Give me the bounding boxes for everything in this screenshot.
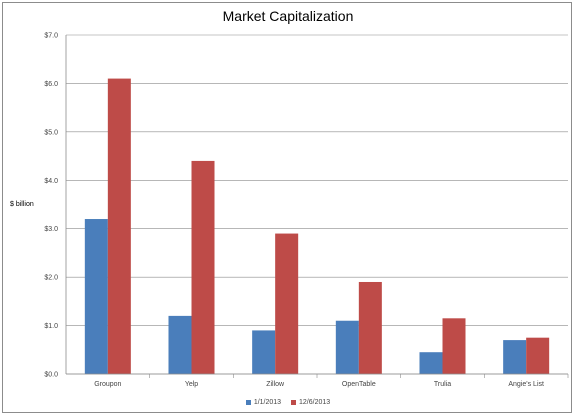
x-tick-labels: Groupon Yelp Zillow OpenTable Trulia Angie's … — [94, 381, 544, 388]
bar-1 — [503, 340, 527, 374]
bar-1 — [168, 315, 192, 374]
bars — [84, 78, 550, 374]
x-tick-label: Trulia — [434, 381, 451, 388]
legend-label-series-1: 1/1/2013 — [253, 399, 282, 406]
bar-1 — [419, 352, 443, 374]
x-tick-label: Yelp — [185, 381, 198, 388]
y-tick-label: $5.0 — [44, 129, 58, 136]
legend-label-series-2: 12/6/2013 — [299, 399, 331, 406]
x-tick-label: OpenTable — [342, 381, 376, 388]
bar-2 — [275, 233, 299, 374]
x-tick-label: Groupon — [94, 381, 121, 388]
y-axis-label: $ billion — [10, 201, 34, 208]
legend-item-series-2: 12/6/2013 — [291, 399, 330, 406]
x-tick-label: Angie's List — [508, 381, 544, 388]
y-tick-label: $7.0 — [44, 33, 58, 40]
bar-1 — [335, 320, 359, 374]
y-tick-label: $4.0 — [44, 178, 58, 185]
y-tick-label: $0.0 — [44, 372, 58, 379]
legend-swatch-series-2 — [291, 400, 297, 405]
bar-2 — [526, 337, 550, 374]
x-tick-label: Zillow — [266, 381, 285, 388]
y-tick-label: $1.0 — [44, 323, 58, 330]
axes — [65, 35, 569, 378]
legend-swatch-series-1 — [245, 400, 251, 405]
bar-1 — [252, 330, 276, 374]
chart-title: Market Capitalization — [222, 8, 354, 24]
legend-item-series-1: 1/1/2013 — [245, 399, 282, 406]
bar-2 — [191, 160, 215, 374]
y-tick-label: $2.0 — [44, 275, 58, 282]
gridlines — [66, 34, 568, 375]
bar-1 — [84, 219, 108, 374]
bar-2 — [358, 281, 382, 374]
y-tick-label: $3.0 — [44, 226, 58, 233]
bar-2 — [107, 78, 131, 374]
y-tick-label: $6.0 — [44, 81, 58, 88]
y-tick-labels: $0.0 $1.0 $2.0 $3.0 $4.0 $5.0 $6.0 $7.0 — [44, 33, 58, 379]
bar-2 — [442, 318, 466, 374]
legend: 1/1/2013 12/6/2013 — [0, 399, 576, 407]
